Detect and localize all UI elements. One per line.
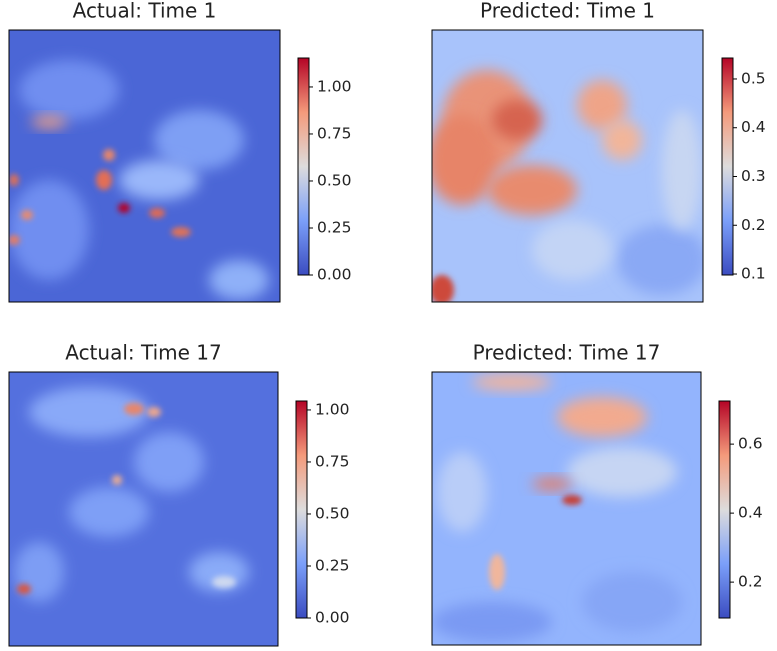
panel: Actual: Time 1 0.00 0.25 0.50 0.75 1.00 bbox=[8, 0, 352, 303]
colorbar-tick-label: 0.25 bbox=[315, 556, 350, 574]
heatmap-image bbox=[9, 372, 278, 646]
colorbar bbox=[718, 400, 731, 619]
heatmap-texture bbox=[487, 165, 577, 215]
heatmap-texture bbox=[492, 100, 542, 140]
heatmap-texture bbox=[577, 80, 627, 130]
heatmap-frame bbox=[8, 29, 281, 303]
heatmap-texture bbox=[432, 275, 454, 302]
heatmap-texture bbox=[112, 475, 122, 485]
heatmap-texture bbox=[532, 478, 572, 490]
colorbar-tick-label: 0.75 bbox=[315, 452, 350, 470]
heatmap-texture bbox=[147, 407, 161, 417]
heatmap-texture bbox=[437, 452, 487, 532]
colorbar-tick-label: 0.4 bbox=[738, 504, 763, 522]
heatmap-texture bbox=[21, 210, 33, 220]
heatmap-texture bbox=[602, 120, 642, 160]
colorbar bbox=[721, 57, 734, 276]
colorbar bbox=[295, 400, 308, 619]
colorbar-tick-label: 0.2 bbox=[741, 216, 766, 234]
panel-title: Actual: Time 17 bbox=[65, 341, 222, 365]
panel-title: Predicted: Time 17 bbox=[473, 341, 661, 365]
heatmap-texture bbox=[212, 576, 236, 588]
panel: Predicted: Time 17 0.2 0.4 0.6 bbox=[431, 341, 763, 646]
heatmap-texture bbox=[19, 60, 119, 120]
heatmap-texture bbox=[103, 149, 115, 161]
heatmap-texture bbox=[31, 116, 67, 128]
panel-title: Actual: Time 1 bbox=[73, 0, 217, 23]
heatmap-texture bbox=[124, 403, 144, 415]
colorbar-tick-label: 0.1 bbox=[741, 265, 766, 283]
heatmap-texture bbox=[29, 387, 149, 437]
heatmap-texture bbox=[9, 180, 89, 280]
heatmap-texture bbox=[432, 115, 497, 205]
heatmap-texture bbox=[617, 225, 703, 295]
heatmap-frame bbox=[8, 371, 279, 647]
heatmap-texture bbox=[134, 432, 204, 492]
heatmap-texture bbox=[662, 110, 702, 230]
heatmap-texture bbox=[557, 397, 647, 437]
colorbar-tick-label: 0.5 bbox=[741, 69, 766, 87]
heatmap-texture bbox=[567, 447, 677, 497]
heatmap-texture bbox=[118, 203, 130, 213]
heatmap-texture bbox=[9, 235, 20, 245]
colorbar-tick-label: 0.50 bbox=[315, 504, 350, 522]
heatmap-texture bbox=[149, 208, 165, 218]
heatmap-frame bbox=[431, 371, 702, 646]
colorbar-tick-label: 1.00 bbox=[315, 400, 350, 418]
colorbar-tick-label: 0.25 bbox=[317, 218, 352, 236]
panel: Predicted: Time 1 0.1 0.2 0.3 0.4 0.5 bbox=[431, 0, 766, 303]
heatmap-texture bbox=[154, 110, 244, 170]
heatmap-texture bbox=[17, 584, 31, 594]
heatmap-texture bbox=[532, 220, 612, 280]
heatmap-image bbox=[432, 372, 701, 645]
heatmap-texture bbox=[432, 602, 552, 642]
heatmap-texture bbox=[69, 487, 149, 537]
heatmap-texture bbox=[209, 260, 269, 300]
colorbar-tick-label: 0.3 bbox=[741, 167, 766, 185]
colorbar-tick-label: 0.75 bbox=[317, 124, 352, 142]
heatmap-frame bbox=[431, 29, 704, 303]
colorbar-tick-label: 0.6 bbox=[738, 435, 763, 453]
colorbar-tick-label: 0.2 bbox=[738, 573, 763, 591]
colorbar-tick-label: 0.4 bbox=[741, 118, 766, 136]
heatmap-texture bbox=[96, 170, 112, 190]
colorbar-tick-label: 0.00 bbox=[317, 266, 352, 284]
heatmap-texture bbox=[582, 572, 682, 632]
heatmap-image bbox=[432, 30, 703, 302]
colorbar-tick-label: 1.00 bbox=[317, 77, 352, 95]
heatmap-texture bbox=[119, 160, 199, 200]
heatmap-texture bbox=[489, 554, 505, 590]
colorbar bbox=[297, 57, 310, 276]
colorbar-tick-label: 0.00 bbox=[315, 609, 350, 627]
heatmap-texture bbox=[562, 495, 582, 505]
panel-title: Predicted: Time 1 bbox=[480, 0, 655, 23]
panel: Actual: Time 17 0.00 0.25 0.50 0.75 1.00 bbox=[8, 341, 350, 647]
heatmap-texture bbox=[9, 174, 19, 186]
heatmap-texture bbox=[472, 374, 552, 390]
heatmap-image bbox=[9, 30, 280, 302]
colorbar-tick-label: 0.50 bbox=[317, 171, 352, 189]
heatmap-texture bbox=[171, 227, 191, 237]
